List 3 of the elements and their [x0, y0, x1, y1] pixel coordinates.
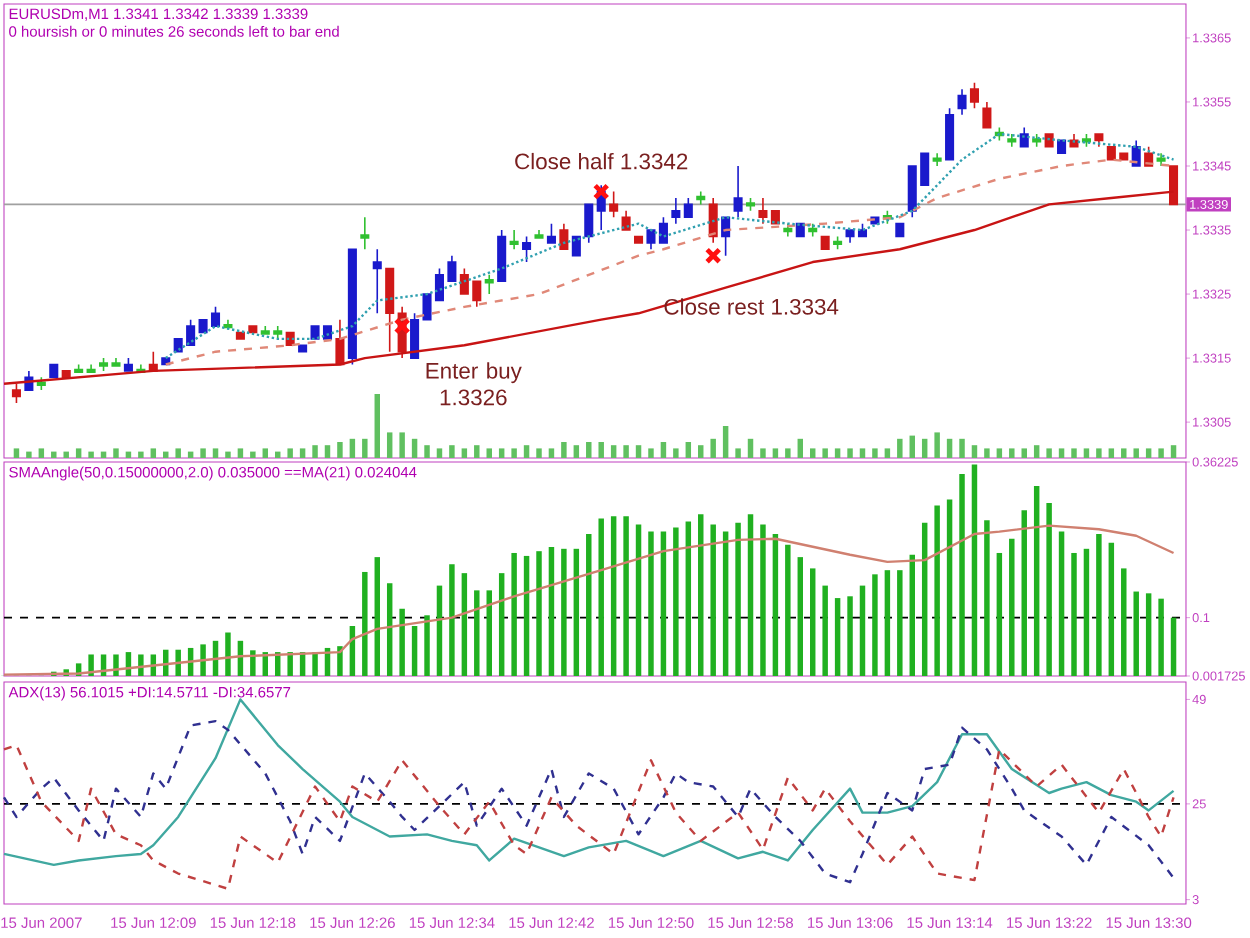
- annotation: Enter buy 1.3326: [426, 362, 522, 406]
- annotation: Close rest 1.3334: [664, 298, 839, 315]
- annotation: Close half 1.3342: [515, 152, 688, 170]
